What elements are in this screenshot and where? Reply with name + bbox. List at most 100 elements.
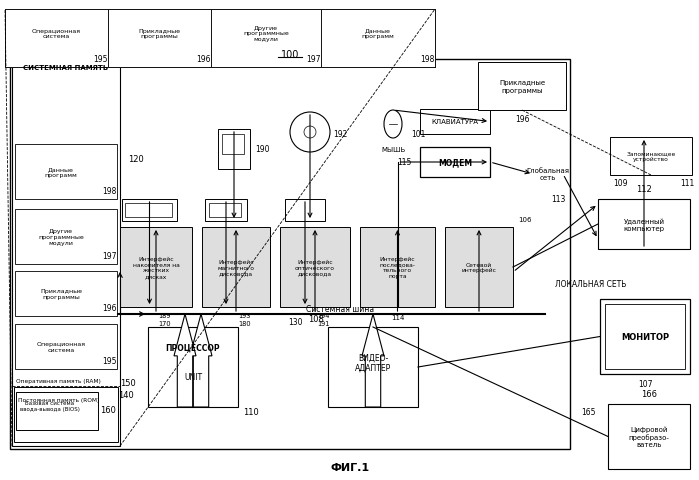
Bar [420,148,490,178]
Text: Цифровой
преобразо-
ватель: Цифровой преобразо- ватель [628,426,670,447]
Bar [445,228,513,307]
Text: Запоминающее
устройство: Запоминающее устройство [626,151,676,162]
Bar [15,271,117,316]
Text: Базовая система
ввода-вывода (BIOS): Базовая система ввода-вывода (BIOS) [20,400,80,411]
Text: 107: 107 [637,380,652,389]
Bar [15,144,117,200]
Text: 180: 180 [238,320,251,326]
Text: Операционная
система: Операционная система [32,28,81,39]
Bar [610,138,692,176]
Text: Другие
программные
модули: Другие программные модули [38,229,84,245]
Bar [15,324,117,369]
Bar [209,204,241,217]
Text: Удаленный
компьютер: Удаленный компьютер [624,218,665,231]
Bar [5,10,435,68]
Text: Глобальная
сеть: Глобальная сеть [526,168,570,181]
Text: 160: 160 [100,406,116,415]
Bar [10,60,570,449]
Bar [125,204,172,217]
Text: 110: 110 [243,408,259,417]
Bar [420,110,490,135]
Bar [285,200,325,222]
Text: ВИДЕО-
АДАПТЕР: ВИДЕО- АДАПТЕР [355,353,391,372]
Bar [478,63,566,111]
Bar [280,228,350,307]
Bar [218,130,250,169]
Text: Другие
программные
модули: Другие программные модули [243,25,289,42]
Bar [598,200,690,250]
Text: Сетевой
интерфейс: Сетевой интерфейс [461,262,496,273]
Text: ПРОЦЕССОР: ПРОЦЕССОР [166,343,220,352]
Bar [222,135,244,155]
Text: 198: 198 [103,187,117,196]
Bar [12,62,120,446]
Text: 170: 170 [158,320,171,326]
Bar [148,327,238,407]
Polygon shape [362,314,384,407]
Text: ЛОКАЛЬНАЯ СЕТЬ: ЛОКАЛЬНАЯ СЕТЬ [555,280,626,289]
Text: СИСТЕМНАЯ ПАМЯТЬ: СИСТЕМНАЯ ПАМЯТЬ [24,65,108,71]
Bar [211,10,321,68]
Text: 165: 165 [582,408,596,417]
Bar [16,392,98,430]
Bar [202,228,270,307]
Text: 112: 112 [636,185,652,194]
Text: Прикладные
программы: Прикладные программы [138,28,180,39]
Bar [5,10,108,68]
Text: 196: 196 [514,114,529,123]
Text: 106: 106 [518,216,531,223]
Text: Постоянная память (ROM): Постоянная память (ROM) [18,397,99,402]
Text: 194: 194 [317,312,329,318]
Bar [120,228,192,307]
Bar [122,200,177,222]
Text: 189: 189 [158,312,171,318]
Bar [605,304,685,369]
Text: 100: 100 [281,50,299,60]
Polygon shape [174,314,196,407]
Text: ФИГ.1: ФИГ.1 [331,462,370,472]
Text: КЛАВИАТУРА: КЛАВИАТУРА [431,119,479,125]
Text: 120: 120 [128,155,144,164]
Text: 115: 115 [398,158,412,167]
Text: Интерфейс
оптического
дисковода: Интерфейс оптического дисковода [295,259,335,276]
Text: Прикладные
программы: Прикладные программы [40,288,82,299]
Bar [205,200,247,222]
Text: Интерфейс
магнитного
дисковода: Интерфейс магнитного дисковода [217,259,254,276]
Text: 166: 166 [641,390,657,399]
Bar [15,210,117,264]
Text: 130: 130 [288,318,302,327]
Text: 101: 101 [411,130,426,139]
Text: 108: 108 [308,315,324,324]
Text: 197: 197 [103,252,117,261]
Text: 113: 113 [551,195,565,204]
Text: 109: 109 [613,179,627,188]
Text: 196: 196 [196,55,210,64]
Text: 190: 190 [254,145,269,154]
Text: 195: 195 [103,357,117,366]
Text: 192: 192 [333,130,347,139]
Text: 193: 193 [238,312,250,318]
Polygon shape [190,314,212,407]
Text: 196: 196 [103,304,117,313]
Bar [108,10,211,68]
Text: Оперативная память (RAM): Оперативная память (RAM) [16,379,101,384]
Text: UNIT: UNIT [184,373,202,382]
Text: МОНИТОР: МОНИТОР [621,332,669,341]
Bar [14,387,118,442]
Text: 150: 150 [120,379,136,388]
Text: Системная шина: Системная шина [306,305,374,314]
Text: 140: 140 [118,391,134,400]
Text: 114: 114 [391,314,404,320]
Text: МОДЕМ: МОДЕМ [438,158,472,167]
Bar [360,228,435,307]
Bar [608,404,690,469]
Bar [600,300,690,374]
Bar [321,10,435,68]
Bar [328,327,418,407]
Text: 111: 111 [680,179,694,188]
Text: 198: 198 [420,55,434,64]
Text: Операционная
система: Операционная система [36,341,85,352]
Text: МЫШЬ: МЫШЬ [381,147,405,153]
Text: 191: 191 [317,320,329,326]
Text: Прикладные
программы: Прикладные программы [499,80,545,93]
